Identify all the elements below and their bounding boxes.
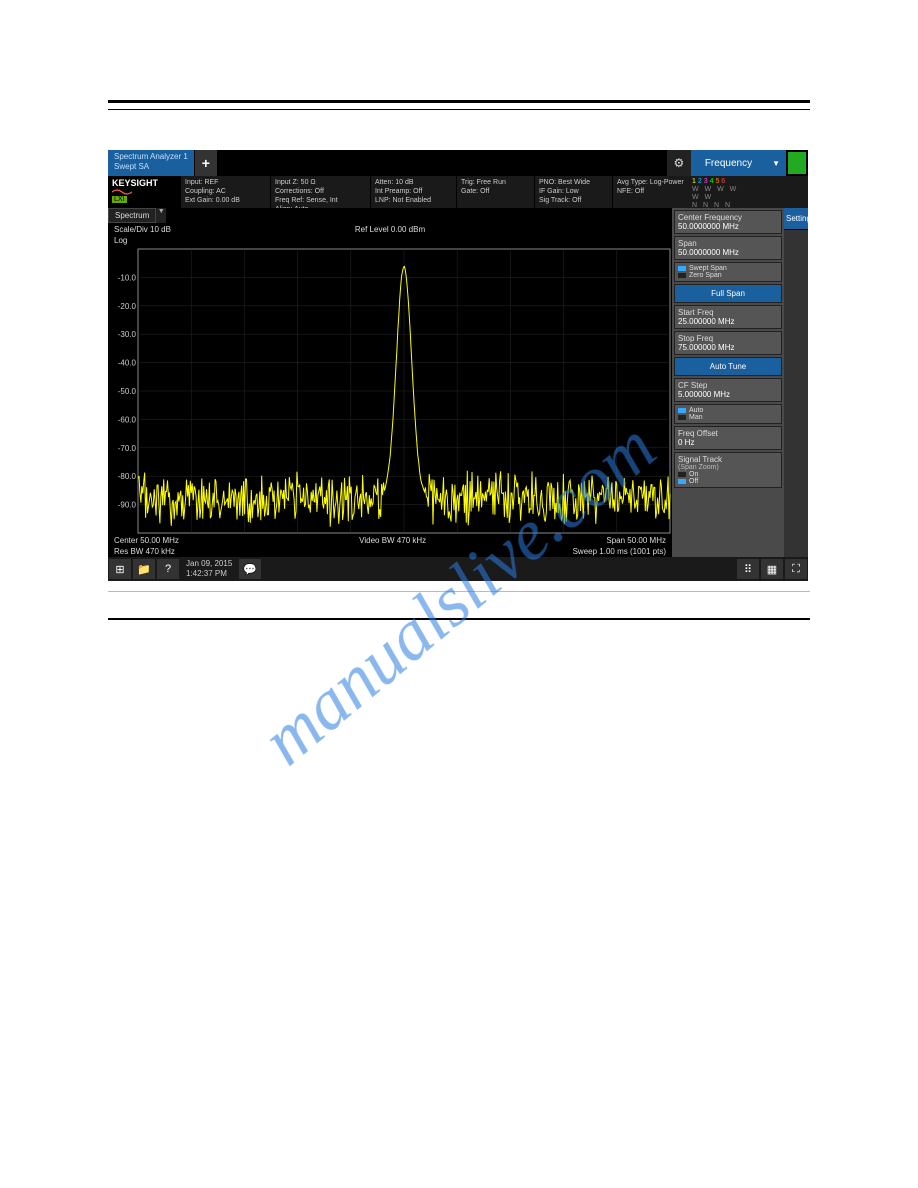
- span-label: Span 50.00 MHz: [606, 536, 666, 545]
- mode-line2: Swept SA: [114, 162, 188, 172]
- ref-level-label: Ref Level 0.00 dBm: [355, 225, 425, 234]
- spectrum-plot[interactable]: -10.0 -20.0 -30.0 -40.0 -50.0 -60.0 -70.0 -80.0…: [108, 245, 672, 535]
- info-input: Input: REFCoupling: ACExt Gain: 0.00 dB: [180, 176, 270, 208]
- cf-step-field[interactable]: CF Step 5.000000 MHz: [674, 378, 782, 402]
- plot-header: Scale/Div 10 dB Ref Level 0.00 dBm: [108, 223, 672, 236]
- plot-svg: -10.0 -20.0 -30.0 -40.0 -50.0 -60.0 -70.0 -80.0…: [108, 245, 672, 535]
- svg-text:-70.0: -70.0: [118, 444, 137, 453]
- align-icon[interactable]: ▦: [761, 559, 783, 579]
- full-span-button[interactable]: Full Span: [674, 284, 782, 303]
- info-impedance: Input Z: 50 ΩCorrections: OffFreq Ref: S…: [270, 176, 370, 208]
- add-tab-button[interactable]: +: [195, 150, 217, 176]
- plot-footer-2: Res BW 470 kHz Sweep 1.00 ms (1001 pts): [108, 546, 672, 557]
- signal-track-toggle[interactable]: Signal Track (Span Zoom) On Off: [674, 452, 782, 488]
- chevron-down-icon[interactable]: ▼: [766, 150, 786, 176]
- brand-cell: KEYSIGHT LXI: [108, 176, 180, 208]
- keysight-logo-icon: [112, 188, 132, 196]
- mode-line1: Spectrum Analyzer 1: [114, 152, 188, 162]
- rule-thin: [108, 109, 810, 110]
- svg-text:-40.0: -40.0: [118, 359, 137, 368]
- span-field[interactable]: Span 50.0000000 MHz: [674, 236, 782, 260]
- side-tabs: Settings: [784, 208, 808, 557]
- sweep-label: Sweep 1.00 ms (1001 pts): [573, 547, 666, 556]
- span-mode-toggle[interactable]: Swept Span Zero Span: [674, 262, 782, 282]
- brand-name: KEYSIGHT: [112, 178, 176, 188]
- rule-mid: [108, 591, 810, 592]
- topbar: Spectrum Analyzer 1 Swept SA + ⚙ Frequen…: [108, 150, 808, 176]
- scale-div-label: Scale/Div 10 dB: [114, 225, 171, 234]
- softkey-panel: Center Frequency 50.0000000 MHz Span 50.…: [672, 208, 808, 557]
- frequency-menu-button[interactable]: Frequency: [691, 150, 766, 176]
- center-freq-field[interactable]: Center Frequency 50.0000000 MHz: [674, 210, 782, 234]
- mode-tab[interactable]: Spectrum Analyzer 1 Swept SA: [108, 150, 195, 176]
- svg-text:-90.0: -90.0: [118, 501, 137, 510]
- topbar-spacer: [217, 150, 667, 176]
- info-pno: PNO: Best WideIF Gain: LowSig Track: Off: [534, 176, 612, 208]
- freq-offset-field[interactable]: Freq Offset 0 Hz: [674, 426, 782, 450]
- windows-icon[interactable]: ⊞: [109, 559, 131, 579]
- body-row: Spectrum▼ Scale/Div 10 dB Ref Level 0.00…: [108, 208, 808, 557]
- gear-icon[interactable]: ⚙: [667, 150, 691, 176]
- cf-step-mode-toggle[interactable]: Auto Man: [674, 404, 782, 424]
- grid-icon[interactable]: ⠿: [737, 559, 759, 579]
- auto-tune-button[interactable]: Auto Tune: [674, 357, 782, 376]
- trace-indicators: 1 2 3 4 5 6 W W W W W W N N N N N N: [690, 176, 744, 208]
- log-label: Log: [108, 236, 672, 245]
- datetime: Jan 09, 2015 1:42:37 PM: [180, 559, 238, 579]
- display-area: Spectrum▼ Scale/Div 10 dB Ref Level 0.00…: [108, 208, 672, 557]
- settings-tab[interactable]: Settings: [784, 208, 808, 230]
- stop-freq-field[interactable]: Stop Freq 75.000000 MHz: [674, 331, 782, 355]
- svg-text:-80.0: -80.0: [118, 472, 137, 481]
- center-freq-label: Center 50.00 MHz: [114, 536, 179, 545]
- svg-text:-30.0: -30.0: [118, 330, 137, 339]
- folder-icon[interactable]: 📁: [133, 559, 155, 579]
- spectrum-tab[interactable]: Spectrum: [108, 208, 156, 223]
- svg-text:-60.0: -60.0: [118, 415, 137, 424]
- plot-footer-1: Center 50.00 MHz Video BW 470 kHz Span 5…: [108, 535, 672, 546]
- run-indicator[interactable]: [788, 152, 806, 174]
- rule-thick: [108, 100, 810, 103]
- statusbar: ⊞ 📁 ? Jan 09, 2015 1:42:37 PM 💬 ⠿ ▦ ⛶: [108, 557, 808, 581]
- svg-text:-50.0: -50.0: [118, 387, 137, 396]
- rule-thick2: [108, 618, 810, 620]
- infobar: KEYSIGHT LXI Input: REFCoupling: ACExt G…: [108, 176, 808, 208]
- svg-text:-20.0: -20.0: [118, 302, 137, 311]
- speech-icon[interactable]: 💬: [239, 559, 261, 579]
- vbw-label: Video BW 470 kHz: [359, 536, 426, 545]
- svg-text:-10.0: -10.0: [118, 273, 137, 282]
- tab-chevron-icon[interactable]: ▼: [156, 208, 166, 223]
- help-icon[interactable]: ?: [157, 559, 179, 579]
- fullscreen-icon[interactable]: ⛶: [785, 559, 807, 579]
- instrument-window: Spectrum Analyzer 1 Swept SA + ⚙ Frequen…: [108, 150, 808, 581]
- info-avg: Avg Type: Log-PowerNFE: Off: [612, 176, 690, 208]
- lxi-badge: LXI: [112, 196, 127, 203]
- rbw-label: Res BW 470 kHz: [114, 547, 175, 556]
- start-freq-field[interactable]: Start Freq 25.000000 MHz: [674, 305, 782, 329]
- info-atten: Atten: 10 dBInt Preamp: OffLNP: Not Enab…: [370, 176, 456, 208]
- info-trig: Trig: Free RunGate: Off: [456, 176, 534, 208]
